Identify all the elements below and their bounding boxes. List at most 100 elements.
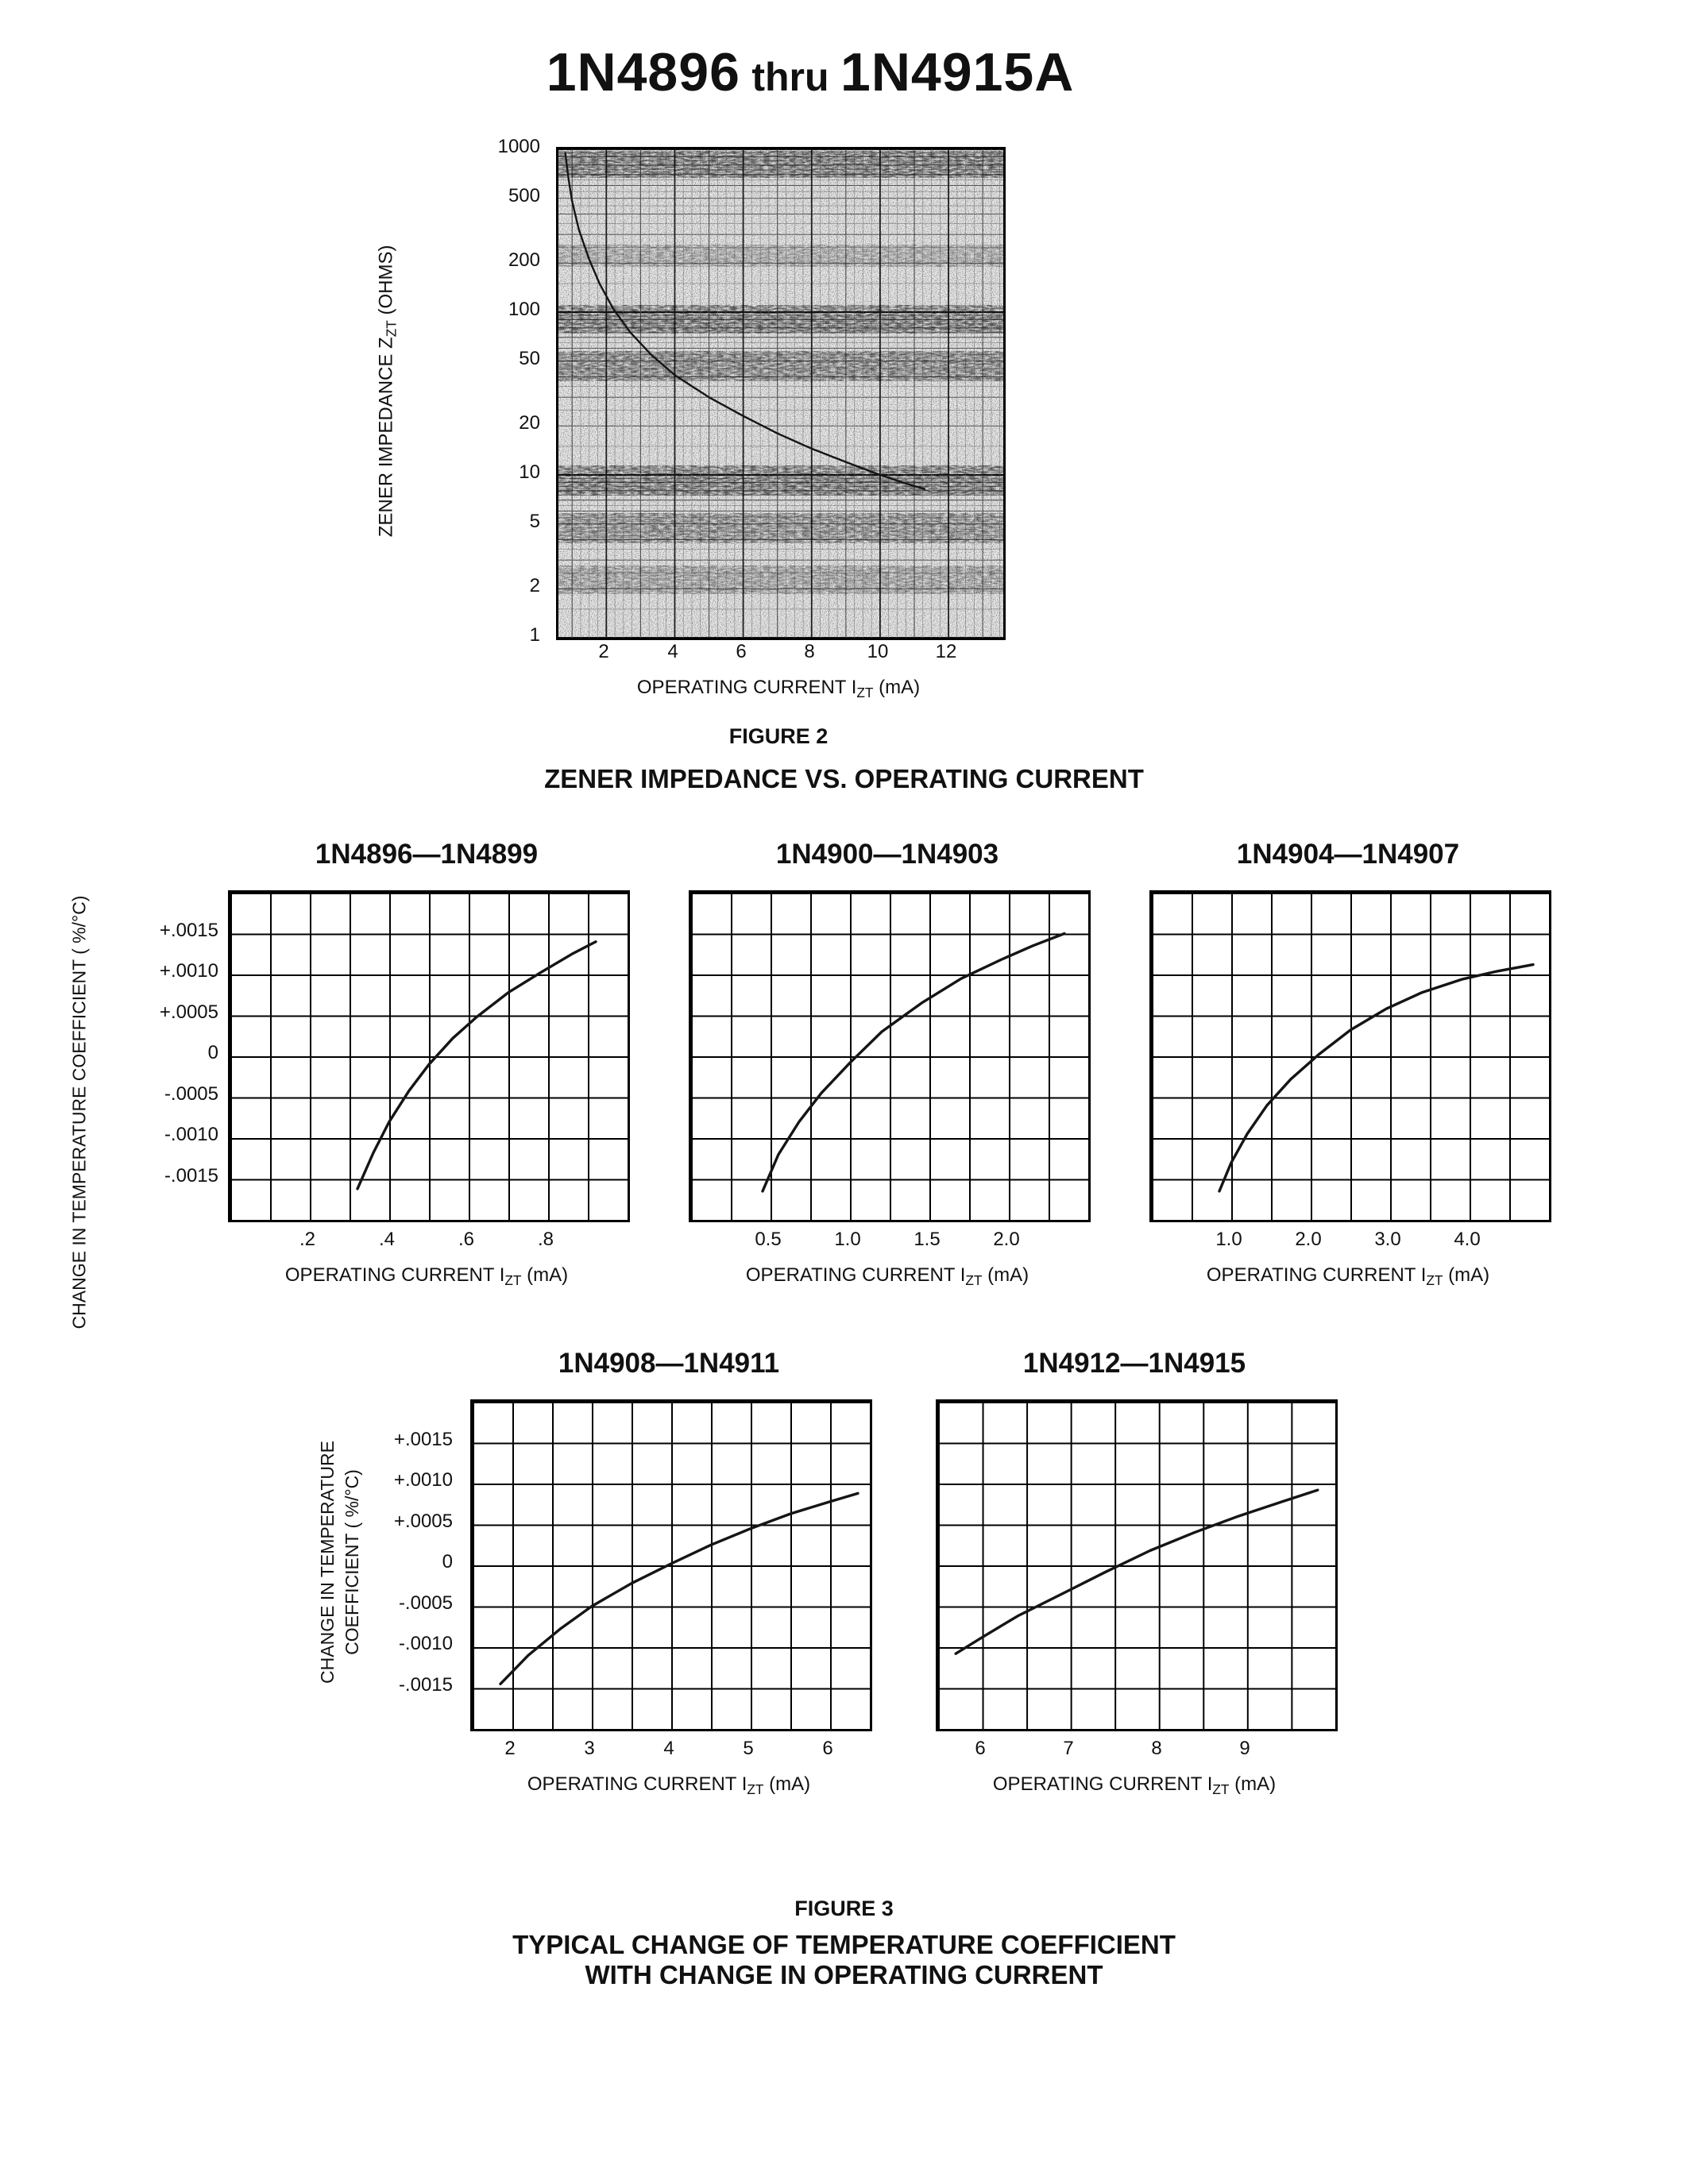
x-tick: 2: [504, 1738, 516, 1759]
x-tick: 7: [1063, 1738, 1074, 1759]
y-tick: -.0010: [398, 1633, 453, 1654]
x-tick: 6: [975, 1738, 986, 1759]
tc5-x-axis-title: OPERATING CURRENT IZT (mA): [936, 1773, 1333, 1798]
scan-noise: [558, 149, 1003, 638]
y-tick: 5: [529, 511, 540, 532]
y-tick: 500: [508, 185, 540, 206]
scan-smudge-band: [558, 513, 1003, 543]
fig3-row2-y-axis-line2: COEFFICIENT ( %/°C): [342, 1469, 362, 1655]
y-tick: -.0010: [164, 1124, 218, 1145]
scan-smudge-band: [558, 305, 1003, 334]
fig2-y-ticks: 1000 500 200 100 50 20 10 5 2 1: [445, 137, 547, 646]
fig3-heading-line1: TYPICAL CHANGE OF TEMPERATURE COEFFICIEN…: [512, 1930, 1176, 1959]
fig2-x-axis-unit: (mA): [873, 677, 921, 698]
x-axis-unit: (mA): [1229, 1773, 1277, 1795]
x-tick: .6: [458, 1229, 475, 1250]
y-tick: -.0015: [164, 1165, 218, 1187]
x-axis-subscript: ZT: [747, 1781, 764, 1797]
fig2-x-axis-title-text: OPERATING CURRENT I: [636, 677, 857, 698]
tc2-curve-svg: [761, 932, 1066, 1193]
tc2-x-ticks: 0.5 1.0 1.5 2.0: [689, 1229, 1086, 1253]
x-tick: 2.0: [993, 1229, 1020, 1250]
y-tick: 10: [519, 461, 540, 483]
x-tick: 12: [935, 641, 957, 662]
scan-smudge-band: [558, 565, 1003, 594]
fig2-x-ticks: 2 4 6 8 10 12: [556, 642, 1001, 666]
x-axis-subscript: ZT: [1426, 1271, 1443, 1288]
x-tick: 4: [663, 1738, 674, 1759]
y-tick: -.0015: [398, 1674, 453, 1696]
y-tick: 100: [508, 299, 540, 320]
x-tick: 4: [667, 641, 678, 662]
tc1-title: 1N4896—1N4899: [315, 839, 539, 870]
chart-1n4912-1n4915: [936, 1399, 1338, 1731]
page-title: 1N4896 thru 1N4915A: [413, 41, 1207, 103]
x-axis-subscript: ZT: [1212, 1781, 1230, 1797]
x-axis-title-text: OPERATING CURRENT I: [527, 1773, 747, 1795]
x-axis-unit: (mA): [521, 1264, 569, 1286]
fig2-y-axis-title-text: ZENER IMPEDANCE Z: [375, 337, 397, 538]
chart-1n4908-1n4911: [470, 1399, 872, 1731]
fig2-x-axis-subscript: ZT: [856, 684, 874, 700]
tc2-title: 1N4900—1N4903: [775, 839, 999, 870]
x-tick: 6: [822, 1738, 833, 1759]
title-thru: thru: [751, 55, 829, 99]
tc5-curve-svg: [954, 1488, 1319, 1655]
x-axis-subscript: ZT: [965, 1271, 983, 1288]
x-axis-unit: (mA): [982, 1264, 1029, 1286]
tc4-title: 1N4908—1N4911: [558, 1348, 780, 1379]
tc4-x-ticks: 2 3 4 5 6: [470, 1738, 867, 1762]
x-tick: 3.0: [1374, 1229, 1401, 1250]
y-tick: 50: [519, 348, 540, 369]
y-tick: 0: [207, 1042, 218, 1063]
y-tick: 20: [519, 412, 540, 434]
x-tick: 2.0: [1295, 1229, 1322, 1250]
x-axis-title-text: OPERATING CURRENT I: [745, 1264, 966, 1286]
x-axis-title-text: OPERATING CURRENT I: [1206, 1264, 1427, 1286]
y-tick: +.0010: [159, 960, 218, 982]
fig2-plot-area: [556, 147, 1006, 640]
x-axis-title-text: OPERATING CURRENT I: [284, 1264, 505, 1286]
x-tick: 1.0: [834, 1229, 861, 1250]
tc3-curve-svg: [1218, 963, 1535, 1193]
fig2-y-axis-subscript: ZT: [383, 320, 400, 338]
tc2-x-axis-title: OPERATING CURRENT IZT (mA): [689, 1264, 1086, 1289]
y-tick: +.0005: [393, 1511, 453, 1532]
title-part-end: 1N4915A: [840, 42, 1075, 102]
fig2-chart-svg: [558, 149, 1003, 638]
x-axis-subscript: ZT: [504, 1271, 522, 1288]
x-axis-unit: (mA): [763, 1773, 811, 1795]
tc3-x-ticks: 1.0 2.0 3.0 4.0: [1149, 1229, 1547, 1253]
x-tick: 1.5: [914, 1229, 941, 1250]
tc5-x-ticks: 6 7 8 9: [936, 1738, 1333, 1762]
y-tick: 1: [529, 624, 540, 646]
y-tick: 2: [529, 575, 540, 596]
fig3-row2-y-axis-title: CHANGE IN TEMPERATURE COEFFICIENT ( %/°C…: [315, 1379, 365, 1745]
scan-smudge-band: [558, 245, 1003, 267]
x-tick: 9: [1239, 1738, 1250, 1759]
fig2-caption: FIGURE 2: [728, 724, 829, 748]
fig2-heading: ZENER IMPEDANCE VS. OPERATING CURRENT: [544, 764, 1144, 793]
fig3-heading-line2: WITH CHANGE IN OPERATING CURRENT: [585, 1960, 1103, 1989]
tc1-y-ticks: +.0015 +.0010 +.0005 0 -.0005 -.0010 -.0…: [145, 890, 225, 1217]
y-tick: -.0005: [398, 1592, 453, 1614]
y-tick: 0: [442, 1551, 453, 1572]
chart-1n4900-1n4903: [689, 890, 1091, 1222]
tc1-x-ticks: .2 .4 .6 .8: [228, 1229, 625, 1253]
fig3-row1-y-axis-title: CHANGE IN TEMPERATURE COEFFICIENT ( %/°C…: [68, 895, 90, 1329]
x-tick: .4: [378, 1229, 396, 1250]
x-tick: 8: [804, 641, 815, 662]
fig3-caption: FIGURE 3: [794, 1897, 894, 1920]
tc1-curve-svg: [356, 940, 597, 1190]
x-tick: .8: [537, 1229, 554, 1250]
tc3-title: 1N4904—1N4907: [1236, 839, 1460, 870]
x-tick: 2: [598, 641, 609, 662]
x-tick: 10: [867, 641, 889, 662]
scan-smudge-band: [558, 351, 1003, 381]
tc3-x-axis-title: OPERATING CURRENT IZT (mA): [1149, 1264, 1547, 1289]
x-tick: 6: [736, 641, 747, 662]
x-tick: 3: [584, 1738, 595, 1759]
y-tick: +.0010: [393, 1469, 453, 1491]
y-tick: 200: [508, 249, 540, 271]
